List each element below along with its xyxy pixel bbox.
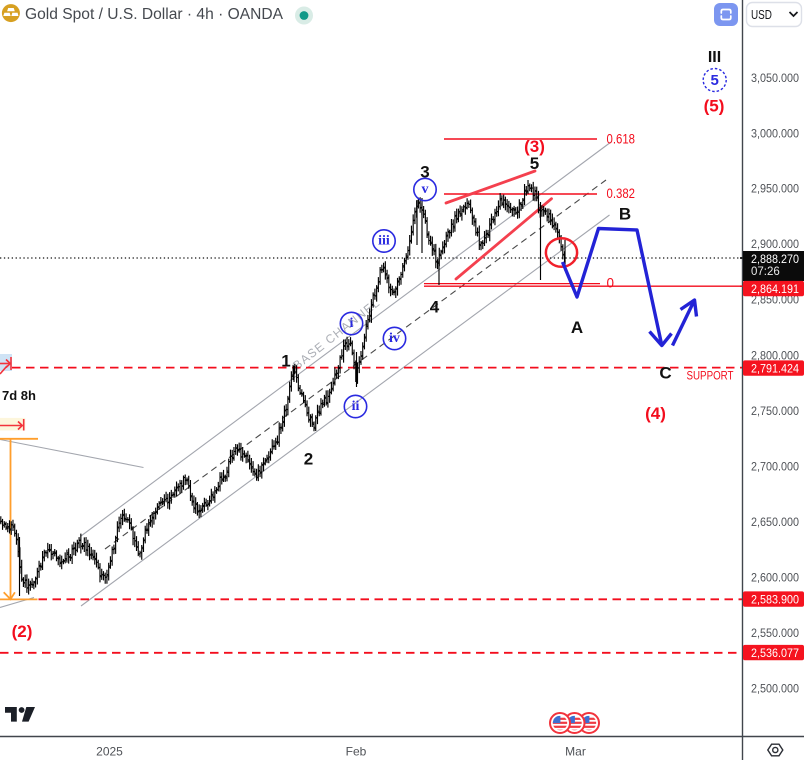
svg-text:Gold Spot / U.S. Dollar · 4h ·: Gold Spot / U.S. Dollar · 4h · OANDA [25,6,284,23]
svg-text:4: 4 [430,298,440,317]
svg-text:7d 8h: 7d 8h [2,388,36,403]
svg-text:2: 2 [304,450,313,469]
svg-text:(2): (2) [12,622,33,641]
svg-text:1: 1 [281,352,290,371]
svg-text:Mar: Mar [565,745,586,759]
svg-text:v: v [422,182,429,197]
svg-text:2,650.000: 2,650.000 [751,515,799,529]
svg-text:2,864.191: 2,864.191 [751,282,799,296]
svg-text:2,950.000: 2,950.000 [751,182,799,196]
svg-text:2,550.000: 2,550.000 [751,626,799,640]
svg-text:i: i [350,316,354,331]
svg-text:2,536.077: 2,536.077 [751,646,799,660]
svg-text:5: 5 [530,154,539,173]
svg-text:(5): (5) [704,97,725,116]
svg-text:SUPPORT: SUPPORT [687,369,735,383]
svg-text:C: C [659,364,671,383]
svg-text:2,791.424: 2,791.424 [751,362,799,376]
svg-text:Feb: Feb [346,745,367,759]
svg-text:5: 5 [711,72,719,89]
svg-text:(3): (3) [524,137,545,156]
svg-text:2,500.000: 2,500.000 [751,682,799,696]
svg-text:07:26: 07:26 [751,266,780,278]
svg-text:3,000.000: 3,000.000 [751,126,799,140]
svg-text:2,583.900: 2,583.900 [751,593,799,607]
svg-text:0.382: 0.382 [607,186,636,201]
svg-text:2,700.000: 2,700.000 [751,460,799,474]
svg-text:2,600.000: 2,600.000 [751,571,799,585]
svg-text:B: B [619,205,631,224]
svg-text:2,888.270: 2,888.270 [751,252,799,266]
svg-text:2,800.000: 2,800.000 [751,349,799,363]
svg-text:A: A [571,318,583,337]
svg-text:3,050.000: 3,050.000 [751,71,799,85]
svg-text:iii: iii [378,234,390,249]
svg-text:2,900.000: 2,900.000 [751,237,799,251]
svg-text:USD: USD [751,8,772,22]
svg-text:iv: iv [389,331,400,346]
svg-text:2,750.000: 2,750.000 [751,404,799,418]
svg-text:III: III [708,49,721,66]
svg-text:0.618: 0.618 [607,132,636,147]
svg-text:(4): (4) [645,404,666,423]
svg-text:ii: ii [352,399,360,414]
svg-text:3: 3 [420,163,429,182]
svg-text:0: 0 [607,276,615,291]
svg-text:2025: 2025 [96,745,123,759]
